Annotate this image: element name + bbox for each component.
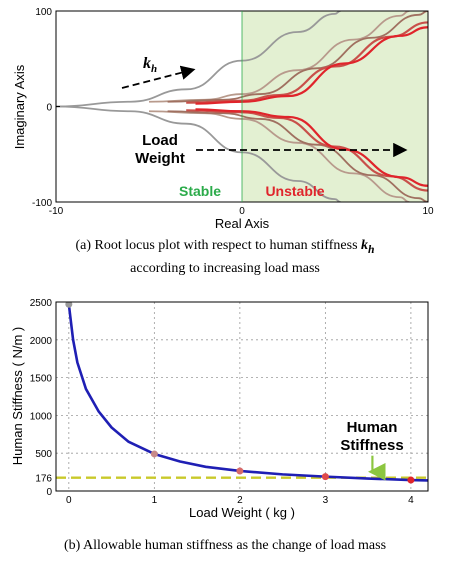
locus-branch-5 xyxy=(167,11,428,103)
stiffness-label: Stiffness xyxy=(340,437,403,454)
x-tick-label: -10 xyxy=(49,206,64,217)
y-tick-label: 1500 xyxy=(30,374,53,385)
data-point-marker xyxy=(321,473,329,481)
unstable-label: Unstable xyxy=(265,183,324,199)
x-tick-label: 4 xyxy=(408,495,414,506)
caption-a-text: (a) Root locus plot with respect to huma… xyxy=(75,238,358,253)
kh-arrow xyxy=(121,65,196,89)
x-tick-label: 2 xyxy=(237,495,243,506)
load-weight-annotation: Load Weight xyxy=(135,132,408,167)
x-tick-label: 3 xyxy=(323,495,329,506)
weight-label: Weight xyxy=(135,150,185,167)
data-point-marker xyxy=(65,302,73,308)
y-tick-label: 0 xyxy=(46,103,52,114)
y-tick-label: 2500 xyxy=(30,298,53,309)
plot-frame-2 xyxy=(55,301,429,492)
data-point-marker xyxy=(236,467,244,475)
stable-label: Stable xyxy=(179,183,221,199)
y-tick-label: 500 xyxy=(35,449,52,460)
stiffness-chart: 0 1 2 3 4 0 176 500 1000 1500 2000 2500 Human Stiff… xyxy=(10,298,429,520)
y-tick-label: 0 xyxy=(46,487,52,498)
data-point-marker xyxy=(150,450,158,458)
caption-a: (a) Root locus plot with respect to huma… xyxy=(0,236,450,260)
x-axis-label: Real Axis xyxy=(215,216,270,231)
grid-lines xyxy=(56,302,428,491)
kh-symbol: k xyxy=(143,55,151,72)
human-label: Human xyxy=(347,419,398,436)
load-label: Load xyxy=(142,132,178,149)
caption-a-symbol: k xyxy=(361,238,369,253)
y-tick-label: 100 xyxy=(35,7,52,18)
stiffness-curve xyxy=(67,304,428,482)
y-tick-label: -100 xyxy=(32,198,52,209)
x-tick-label: 0 xyxy=(66,495,72,506)
x-tick-label: 10 xyxy=(422,206,434,217)
svg-text:kh: kh xyxy=(143,55,157,75)
locus-branch-6 xyxy=(167,110,428,202)
y-axis-label: Imaginary Axis xyxy=(12,64,27,149)
caption-a-line2: according to increasing load mass xyxy=(130,261,320,276)
caption-b: (b) Allowable human stiffness as the cha… xyxy=(63,538,387,553)
human-stiffness-annotation: Human Stiffness xyxy=(340,419,404,481)
x-tick-label: 0 xyxy=(239,206,245,217)
x-tick-label: 1 xyxy=(152,495,158,506)
y-tick-label: 1000 xyxy=(30,411,53,422)
kh-subscript: h xyxy=(151,63,157,75)
y-tick-label: 2000 xyxy=(30,336,53,347)
y-axis-label-2: Human Stiffness ( N/m ) xyxy=(10,327,25,465)
caption-a-subscript: h xyxy=(368,242,375,256)
x-axis-label-2: Load Weight ( kg ) xyxy=(189,505,295,520)
axis-ticks-2: 0 1 2 3 4 0 176 500 1000 1500 2000 2500 xyxy=(30,298,414,506)
unstable-region xyxy=(242,11,428,202)
kh-annotation: kh xyxy=(121,55,196,89)
y-tick-label: 176 xyxy=(35,474,52,485)
data-point-marker xyxy=(407,476,415,484)
stiffness-series-group xyxy=(56,302,428,484)
